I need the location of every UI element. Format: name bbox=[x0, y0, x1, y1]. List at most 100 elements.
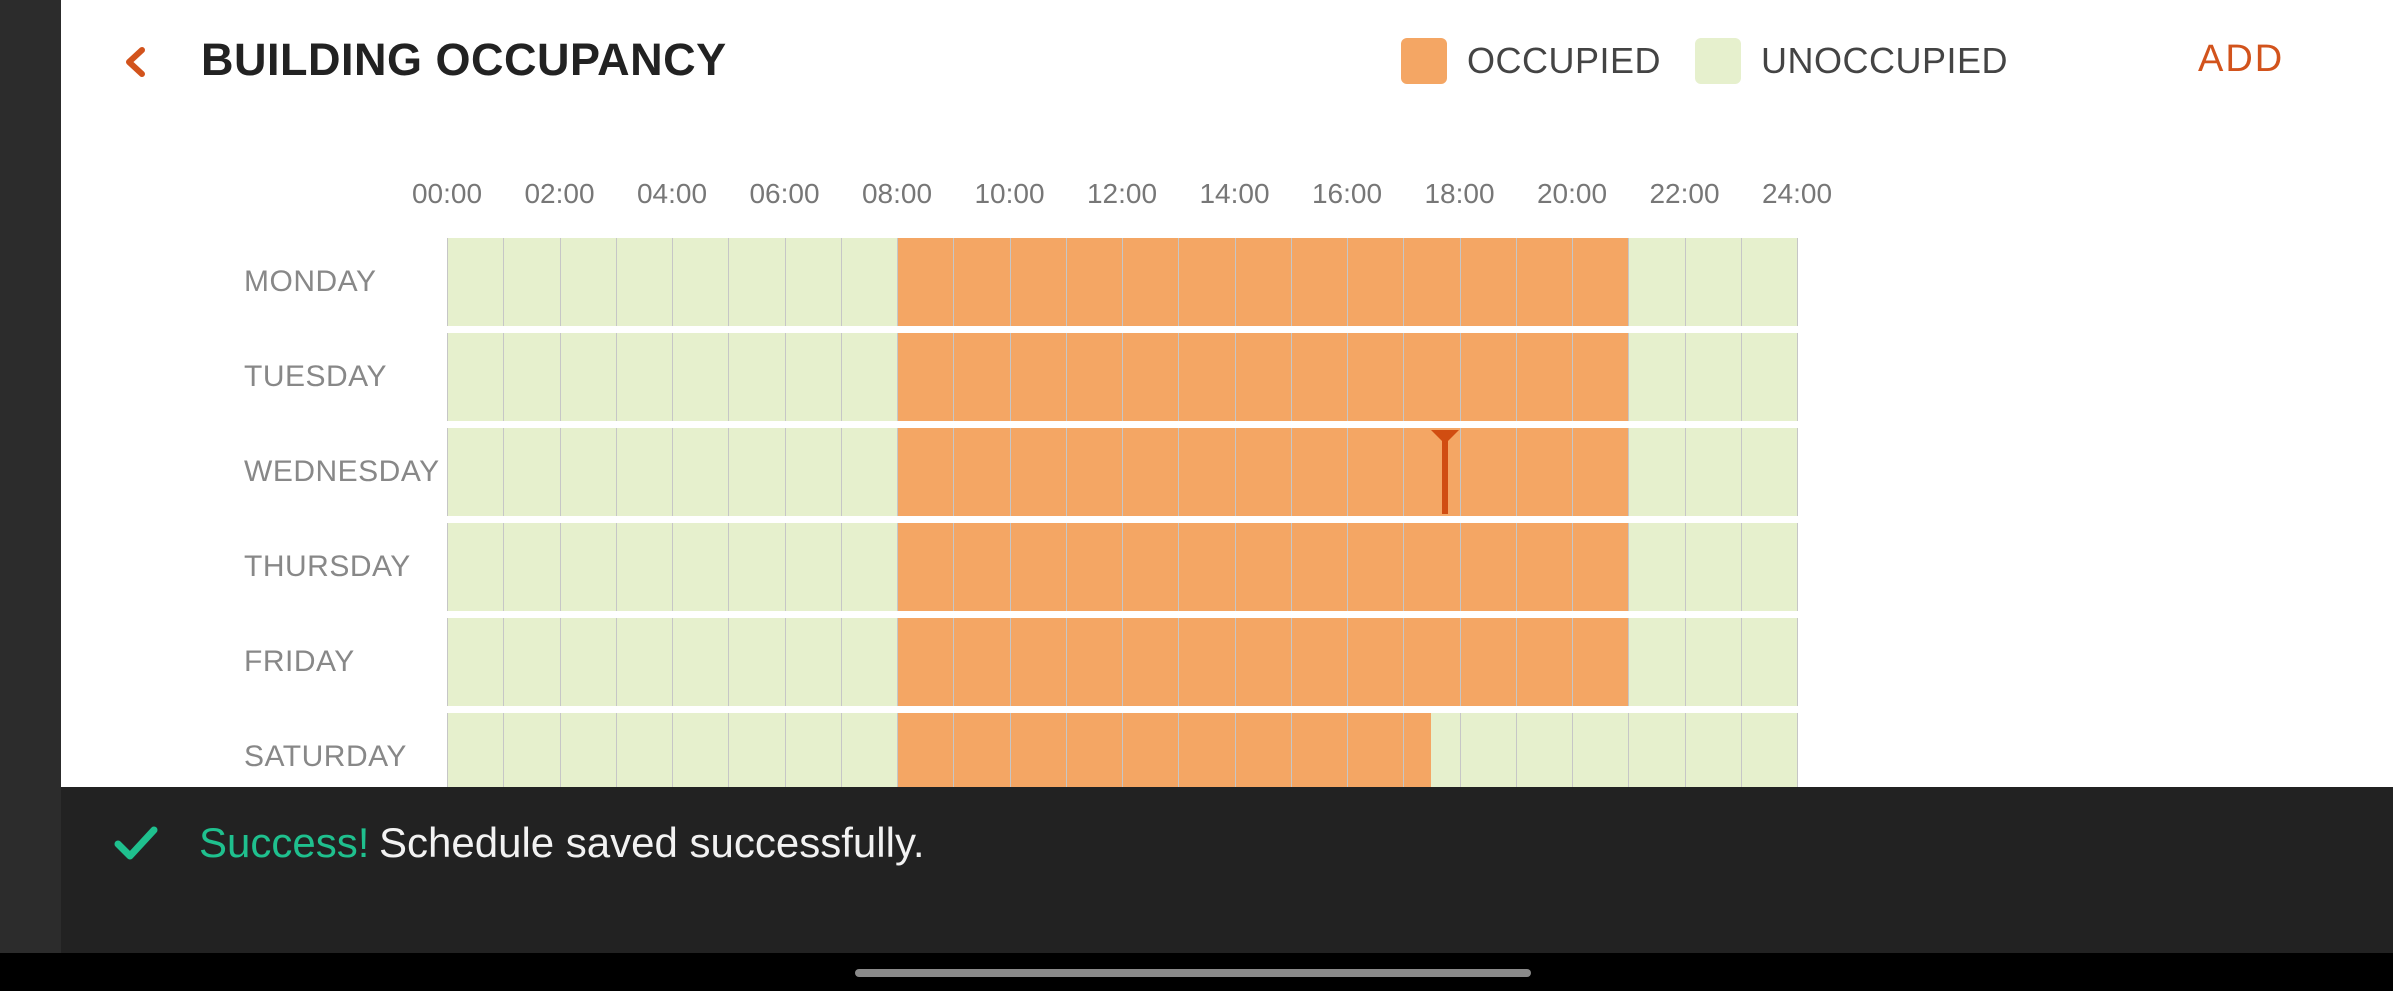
hour-gridline bbox=[1684, 333, 1686, 421]
hour-gridline bbox=[840, 523, 842, 611]
legend-occupied-label: OCCUPIED bbox=[1467, 40, 1662, 81]
hour-gridline bbox=[1347, 713, 1348, 787]
hour-gridline bbox=[784, 618, 786, 706]
hour-gridline bbox=[1740, 523, 1742, 611]
hour-gridline bbox=[1009, 523, 1011, 611]
hour-gridline bbox=[1684, 428, 1686, 516]
hour-gridline bbox=[840, 333, 842, 421]
hour-gridline bbox=[1122, 618, 1123, 706]
hour-gridline bbox=[1797, 428, 1798, 516]
hour-gridline bbox=[447, 523, 448, 611]
hour-gridline bbox=[672, 713, 673, 787]
hour-gridline bbox=[1009, 618, 1011, 706]
hour-gridline bbox=[1065, 618, 1067, 706]
hour-gridline bbox=[897, 523, 898, 611]
hour-gridline bbox=[897, 713, 898, 787]
hour-gridline bbox=[1290, 238, 1292, 326]
hour-gridline bbox=[1572, 713, 1573, 787]
time-tick-label: 24:00 bbox=[1761, 178, 1833, 209]
schedule-row[interactable] bbox=[447, 428, 1798, 516]
hour-gridline bbox=[1403, 523, 1405, 611]
hour-gridline bbox=[1515, 238, 1517, 326]
schedule-row[interactable] bbox=[447, 713, 1798, 787]
occupied-block[interactable] bbox=[897, 333, 1629, 421]
time-tick-label: 14:00 bbox=[1199, 178, 1270, 209]
day-label: SATURDAY bbox=[244, 740, 407, 773]
time-tick-label: 02:00 bbox=[524, 178, 595, 209]
hour-gridline bbox=[1740, 618, 1742, 706]
hour-gridline bbox=[1009, 333, 1011, 421]
hour-gridline bbox=[1515, 428, 1517, 516]
hour-gridline bbox=[447, 713, 448, 787]
hour-gridline bbox=[1628, 238, 1630, 326]
hour-gridline bbox=[1290, 713, 1292, 787]
time-tick-label: 12:00 bbox=[1086, 178, 1158, 209]
schedule-row[interactable] bbox=[447, 333, 1798, 421]
hour-gridline bbox=[728, 713, 730, 787]
hour-gridline bbox=[728, 428, 730, 516]
occupied-block[interactable] bbox=[897, 428, 1629, 516]
hour-gridline bbox=[672, 428, 673, 516]
hour-gridline bbox=[559, 713, 561, 787]
home-indicator[interactable] bbox=[855, 969, 1531, 977]
hour-gridline bbox=[1122, 333, 1123, 421]
hour-gridline bbox=[784, 333, 786, 421]
hour-gridline bbox=[1459, 333, 1461, 421]
hour-gridline bbox=[1572, 428, 1573, 516]
add-button[interactable]: ADD bbox=[2198, 38, 2285, 80]
hour-gridline bbox=[1459, 238, 1461, 326]
hour-gridline bbox=[559, 523, 561, 611]
occupied-swatch bbox=[1401, 38, 1447, 84]
hour-gridline bbox=[1797, 333, 1798, 421]
hour-gridline bbox=[503, 523, 505, 611]
schedule-row[interactable] bbox=[447, 618, 1798, 706]
hour-gridline bbox=[1234, 713, 1236, 787]
hour-gridline bbox=[1403, 713, 1405, 787]
hour-gridline bbox=[447, 238, 448, 326]
hour-gridline bbox=[1459, 618, 1461, 706]
hour-gridline bbox=[1122, 428, 1123, 516]
hour-gridline bbox=[447, 618, 448, 706]
hour-gridline bbox=[784, 238, 786, 326]
hour-gridline bbox=[1347, 238, 1348, 326]
back-button[interactable] bbox=[111, 38, 159, 86]
hour-gridline bbox=[1290, 618, 1292, 706]
hour-gridline bbox=[1572, 618, 1573, 706]
occupied-block[interactable] bbox=[897, 238, 1629, 326]
hour-gridline bbox=[784, 713, 786, 787]
hour-gridline bbox=[503, 428, 505, 516]
legend-unoccupied-label: UNOCCUPIED bbox=[1761, 40, 2009, 81]
day-label: WEDNESDAY bbox=[244, 455, 440, 488]
hour-gridline bbox=[1628, 523, 1630, 611]
hour-gridline bbox=[1515, 713, 1517, 787]
hour-gridline bbox=[1684, 713, 1686, 787]
hour-gridline bbox=[897, 428, 898, 516]
hour-gridline bbox=[1572, 523, 1573, 611]
schedule-grid[interactable] bbox=[447, 238, 1798, 787]
day-label: FRIDAY bbox=[244, 645, 355, 678]
schedule-row[interactable] bbox=[447, 523, 1798, 611]
hour-gridline bbox=[953, 713, 955, 787]
snackbar-message: Schedule saved successfully. bbox=[379, 819, 925, 866]
hour-gridline bbox=[1122, 523, 1123, 611]
schedule-row[interactable] bbox=[447, 238, 1798, 326]
hour-gridline bbox=[503, 238, 505, 326]
time-tick-label: 04:00 bbox=[636, 178, 708, 209]
hour-gridline bbox=[1684, 238, 1686, 326]
time-tick-label: 06:00 bbox=[749, 178, 820, 209]
hour-gridline bbox=[1178, 333, 1180, 421]
occupied-block[interactable] bbox=[897, 713, 1432, 787]
hour-gridline bbox=[1009, 238, 1011, 326]
system-navigation-bar bbox=[0, 953, 2393, 991]
hour-gridline bbox=[728, 238, 730, 326]
marker-head bbox=[1431, 430, 1460, 444]
day-label: MONDAY bbox=[244, 265, 377, 298]
hour-gridline bbox=[728, 333, 730, 421]
hour-gridline bbox=[559, 618, 561, 706]
occupied-block[interactable] bbox=[897, 618, 1629, 706]
hour-gridline bbox=[840, 428, 842, 516]
hour-gridline bbox=[1628, 333, 1630, 421]
occupied-block[interactable] bbox=[897, 523, 1629, 611]
checkmark-icon bbox=[114, 826, 158, 860]
hour-gridline bbox=[1178, 618, 1180, 706]
